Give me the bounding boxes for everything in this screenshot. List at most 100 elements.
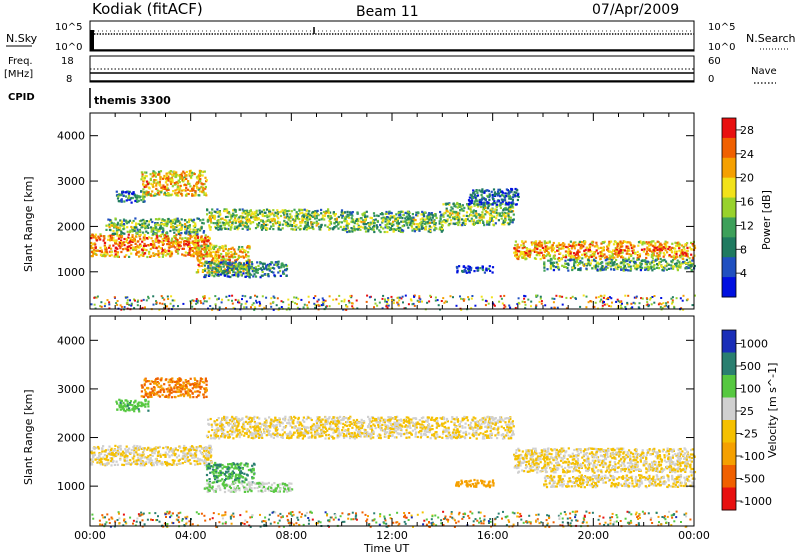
- power-cell: [426, 217, 429, 220]
- power-cell: [658, 302, 661, 305]
- power-cell: [160, 247, 163, 250]
- power-cell: [227, 299, 230, 302]
- velocity-cell: [93, 451, 96, 454]
- power-cell: [521, 300, 524, 303]
- power-cell: [200, 225, 203, 229]
- power-cell: [365, 227, 368, 230]
- power-cell: [158, 230, 161, 233]
- power-cell: [490, 208, 493, 211]
- power-cell: [129, 299, 131, 302]
- power-cell: [169, 302, 172, 305]
- velocity-cell: [180, 457, 183, 460]
- power-cell: [309, 226, 312, 229]
- power-cell: [287, 303, 290, 306]
- power-cell: [91, 246, 94, 250]
- power-cell: [511, 210, 515, 213]
- power-cell: [298, 209, 301, 212]
- power-cell: [293, 296, 296, 299]
- power-cell: [628, 264, 631, 267]
- power-cell: [376, 227, 379, 230]
- power-cell: [393, 214, 396, 218]
- power-cell: [120, 200, 123, 203]
- power-cell: [344, 217, 347, 220]
- power-cell: [203, 296, 206, 299]
- power-cell: [286, 222, 290, 225]
- power-cell: [168, 246, 171, 249]
- power-cell: [531, 243, 534, 246]
- power-cell: [197, 194, 200, 197]
- power-cell: [325, 210, 328, 213]
- power-cell: [140, 190, 143, 193]
- velocity-cell: [208, 451, 211, 455]
- power-cell: [245, 216, 248, 219]
- power-cell: [540, 300, 543, 303]
- power-cell: [155, 229, 159, 232]
- power-cell: [152, 180, 155, 183]
- power-cell: [504, 203, 507, 206]
- power-cell: [582, 294, 585, 297]
- power-cell: [148, 187, 151, 190]
- power-cell: [298, 218, 301, 221]
- power-cell: [453, 210, 456, 213]
- power-cell: [433, 219, 436, 222]
- power-cell: [117, 243, 120, 246]
- power-cell: [110, 238, 114, 241]
- power-cell: [683, 251, 686, 254]
- power-cell: [388, 228, 392, 231]
- power-cell: [204, 234, 207, 237]
- power-cell: [213, 217, 216, 221]
- power-cell: [546, 253, 549, 256]
- power-cell: [671, 299, 674, 302]
- power-cell: [236, 269, 239, 272]
- power-cell: [397, 304, 400, 307]
- power-cell: [235, 267, 238, 270]
- power-cell: [460, 207, 463, 211]
- power-cell: [181, 189, 184, 192]
- power-cell: [413, 304, 416, 307]
- freq-unit-label: [MHz]: [4, 69, 33, 80]
- power-cell: [490, 214, 494, 217]
- power-cell: [316, 213, 319, 216]
- power-cell: [482, 208, 485, 211]
- power-cell: [381, 220, 384, 223]
- power-cell: [286, 213, 289, 216]
- power-cell: [676, 259, 679, 262]
- power-cell: [109, 236, 112, 239]
- power-cell: [656, 255, 659, 258]
- power-cell: [509, 306, 512, 309]
- power-cell: [156, 189, 159, 192]
- power-cell: [165, 220, 168, 223]
- power-cell: [472, 189, 475, 192]
- power-cell: [103, 251, 106, 254]
- power-cell: [399, 216, 402, 219]
- power-cell: [221, 221, 224, 224]
- power-cell: [669, 248, 672, 252]
- power-cell: [421, 300, 423, 303]
- power-cell: [585, 262, 588, 266]
- power-cell: [539, 295, 542, 298]
- power-cell: [595, 249, 598, 252]
- power-cell: [478, 200, 481, 203]
- power-cell: [464, 218, 467, 221]
- power-cell: [423, 222, 426, 225]
- power-cell: [458, 215, 461, 218]
- power-cell: [188, 218, 191, 221]
- power-cell: [492, 224, 496, 227]
- power-cell: [206, 240, 209, 243]
- power-cell: [679, 251, 683, 254]
- power-cell: [142, 247, 145, 250]
- power-cell: [164, 187, 168, 190]
- power-cell: [156, 181, 160, 184]
- power-cell: [163, 298, 166, 301]
- power-cell: [128, 255, 131, 258]
- power-cell: [499, 204, 502, 207]
- power-cell: [157, 230, 160, 233]
- power-cell: [250, 265, 254, 268]
- power-cell: [280, 264, 283, 267]
- power-cell: [440, 300, 443, 302]
- power-cell: [173, 235, 176, 238]
- power-cell: [183, 240, 186, 243]
- power-cell: [265, 267, 268, 270]
- power-cell: [293, 208, 296, 211]
